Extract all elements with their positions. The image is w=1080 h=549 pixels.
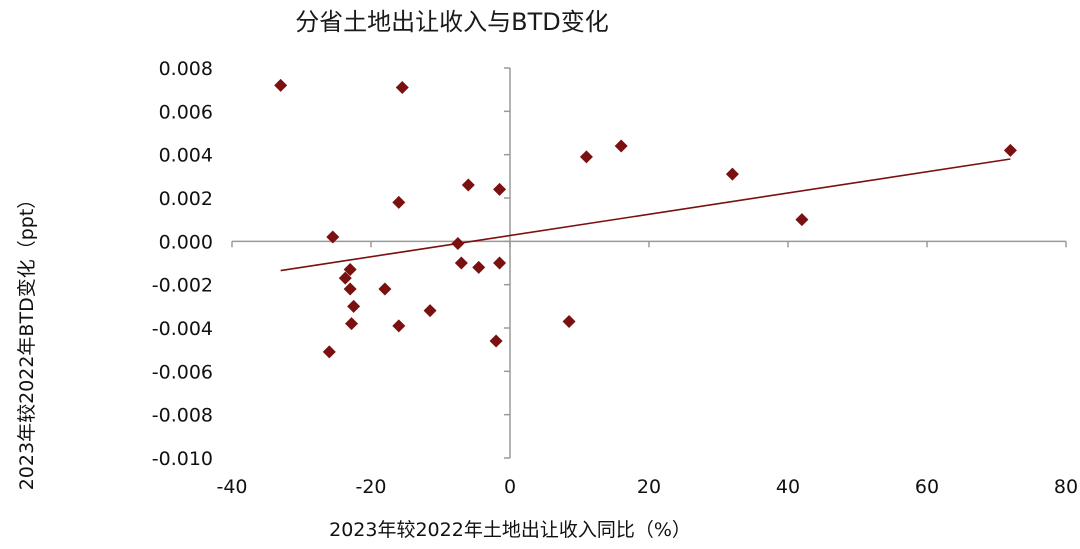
y-tick-label: 0.000 — [159, 231, 213, 253]
data-point — [322, 345, 336, 359]
data-point — [274, 78, 288, 92]
data-point — [493, 256, 507, 270]
data-point — [326, 230, 340, 244]
x-tick-label: 20 — [637, 476, 661, 498]
x-tick-label: 40 — [776, 476, 800, 498]
data-point — [378, 282, 392, 296]
x-axis-title: 2023年较2022年土地出让收入同比（%） — [329, 519, 691, 541]
data-point — [451, 237, 465, 250]
trendline-group — [280, 158, 1011, 272]
y-tick-label: 0.006 — [159, 101, 213, 123]
y-tick-label: -0.002 — [152, 275, 213, 297]
data-point — [347, 299, 361, 313]
y-tick-label: -0.006 — [152, 361, 213, 383]
data-point — [343, 282, 357, 296]
data-point — [423, 304, 437, 318]
data-point — [493, 182, 507, 196]
data-point — [343, 263, 357, 276]
data-point — [395, 81, 409, 94]
data-point — [1003, 143, 1017, 157]
data-point — [338, 271, 352, 285]
data-point — [392, 319, 406, 333]
x-tick-label: 60 — [915, 476, 939, 498]
data-point — [562, 315, 576, 328]
y-tick-label: 0.002 — [159, 188, 213, 210]
data-point — [454, 256, 468, 270]
data-point — [392, 195, 406, 209]
tick-labels: -40 -20 0 20 40 60 80 0.008 0.006 0.004 0.002 0.000… — [152, 58, 1078, 498]
data-points — [274, 78, 1017, 359]
x-tick-label: 80 — [1054, 476, 1078, 498]
data-point — [345, 317, 359, 331]
data-point — [461, 178, 475, 192]
y-tick-label: 0.008 — [159, 58, 213, 80]
data-point — [489, 334, 503, 348]
y-tick-label: -0.010 — [152, 448, 213, 470]
data-point — [472, 260, 486, 274]
data-point — [725, 167, 739, 181]
data-point — [579, 150, 593, 164]
x-tick-label: 0 — [504, 476, 516, 498]
chart-title: 分省土地出让收入与BTD变化 — [295, 8, 609, 36]
x-tick-label: -20 — [355, 476, 386, 498]
axes — [231, 67, 1067, 459]
data-point — [795, 213, 809, 227]
x-tick-label: -40 — [216, 476, 247, 498]
y-tick-label: 0.004 — [159, 145, 213, 167]
y-axis-title: 2023年较2022年BTD变化（ppt） — [16, 190, 38, 491]
data-point — [614, 139, 628, 153]
trendline — [280, 158, 1011, 272]
y-tick-label: -0.008 — [152, 405, 213, 427]
y-tick-label: -0.004 — [152, 318, 213, 340]
